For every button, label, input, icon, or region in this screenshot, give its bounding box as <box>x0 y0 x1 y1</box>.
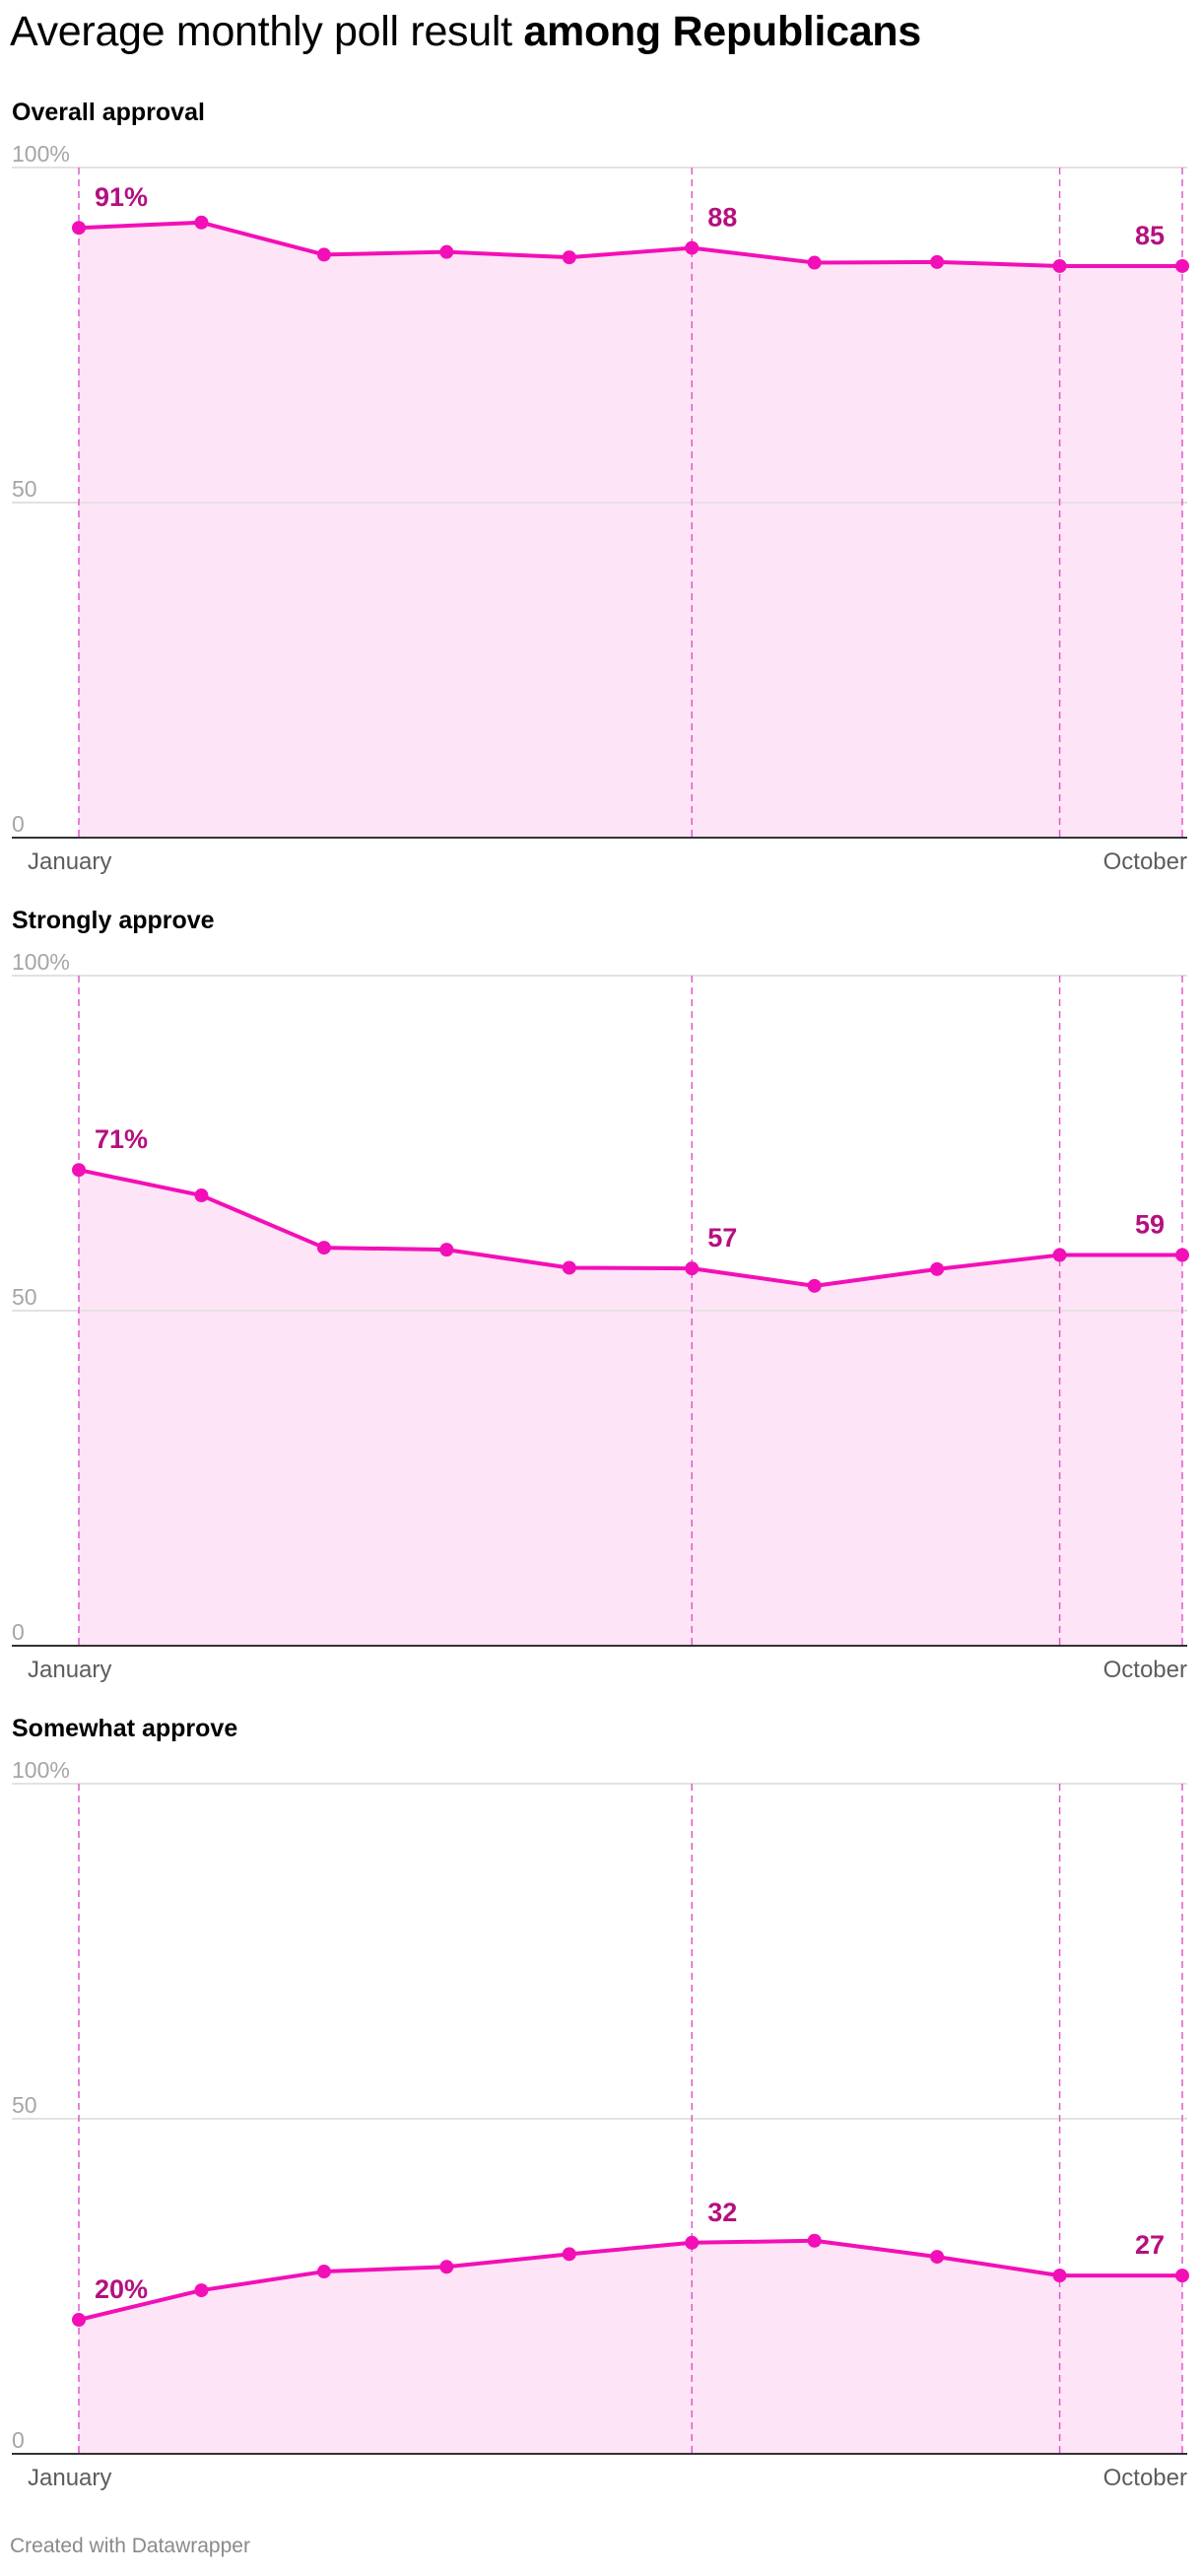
data-label: 27 <box>1135 2230 1165 2260</box>
area-fill <box>79 2240 1182 2454</box>
data-point <box>316 2265 331 2279</box>
series-line <box>77 220 1184 268</box>
y-tick-label: 50 <box>12 476 37 502</box>
x-tick-label: January <box>28 2465 111 2491</box>
data-point <box>1175 2269 1189 2283</box>
x-tick-label: January <box>28 848 111 875</box>
data-point <box>194 2283 209 2298</box>
data-label: 57 <box>707 1223 737 1253</box>
y-tick-label: 50 <box>12 2092 37 2118</box>
data-point <box>194 215 209 230</box>
footer-credit: Created with Datawrapper <box>10 2535 250 2557</box>
data-point <box>1052 1248 1067 1262</box>
data-label: 20% <box>95 2274 148 2304</box>
chart-overall-approval: 0 50 100% January October 91% 88 85 <box>12 141 1189 875</box>
data-point <box>685 2235 700 2250</box>
data-label: 71% <box>95 1124 148 1154</box>
x-tick-label: January <box>28 1657 111 1683</box>
panel-title: Strongly approve <box>12 907 215 934</box>
y-tick-label: 0 <box>12 2427 25 2453</box>
data-point <box>807 1278 822 1293</box>
chart-title-bold: among Republicans <box>523 8 921 55</box>
data-label: 85 <box>1135 221 1165 250</box>
data-point <box>930 254 945 269</box>
data-label: 91% <box>95 182 148 212</box>
data-point <box>72 1163 86 1178</box>
y-tick-label: 100% <box>12 949 70 975</box>
data-point <box>439 2260 454 2274</box>
area-fill <box>79 222 1182 838</box>
data-point <box>807 2233 822 2248</box>
chart-title-prefix: Average monthly poll result <box>10 8 524 55</box>
data-point <box>562 2247 576 2262</box>
y-tick-label: 100% <box>12 1757 70 1783</box>
data-point <box>562 250 576 265</box>
data-point <box>807 255 822 270</box>
y-tick-label: 50 <box>12 1284 37 1310</box>
panel-somewhat-approve: Somewhat approve 0 50 100% January October 20… <box>0 1715 1202 2503</box>
data-point <box>930 2250 945 2265</box>
data-point <box>1175 258 1189 273</box>
data-point <box>1052 258 1067 273</box>
x-tick-label: October <box>1103 848 1187 875</box>
y-tick-label: 0 <box>12 1619 25 1645</box>
x-tick-label: October <box>1103 1657 1187 1683</box>
series-line <box>77 1168 1184 1288</box>
data-label: 32 <box>707 2198 737 2227</box>
panel-strongly-approve: Strongly approve 0 50 100% January October 71… <box>0 907 1202 1695</box>
data-label: 88 <box>707 203 737 233</box>
data-point <box>316 1241 331 1255</box>
data-point <box>439 1243 454 1257</box>
data-point <box>685 240 700 255</box>
data-point <box>685 1261 700 1276</box>
panel-title: Somewhat approve <box>12 1715 238 1742</box>
area-fill <box>79 1170 1182 1646</box>
data-point <box>930 1261 945 1276</box>
data-point <box>72 2313 86 2327</box>
chart-somewhat-approve: 0 50 100% January October 20% 32 27 <box>12 1757 1189 2491</box>
data-label: 59 <box>1135 1210 1165 1240</box>
data-point <box>562 1260 576 1275</box>
panel-overall-approval: Overall approval 0 50 100% January October 91… <box>0 99 1202 887</box>
data-point <box>72 221 86 236</box>
x-tick-label: October <box>1103 2465 1187 2491</box>
data-point <box>1175 1248 1189 1262</box>
panel-title: Overall approval <box>12 99 205 126</box>
series-line <box>77 2238 1184 2322</box>
data-point <box>316 247 331 262</box>
data-point <box>439 244 454 259</box>
y-tick-label: 100% <box>12 141 70 167</box>
chart-strongly-approve: 0 50 100% January October 71% 57 59 <box>12 949 1189 1683</box>
chart-title: Average monthly poll result among Republ… <box>10 8 921 56</box>
data-point <box>1052 2269 1067 2283</box>
y-tick-label: 0 <box>12 811 25 837</box>
data-point <box>194 1188 209 1203</box>
